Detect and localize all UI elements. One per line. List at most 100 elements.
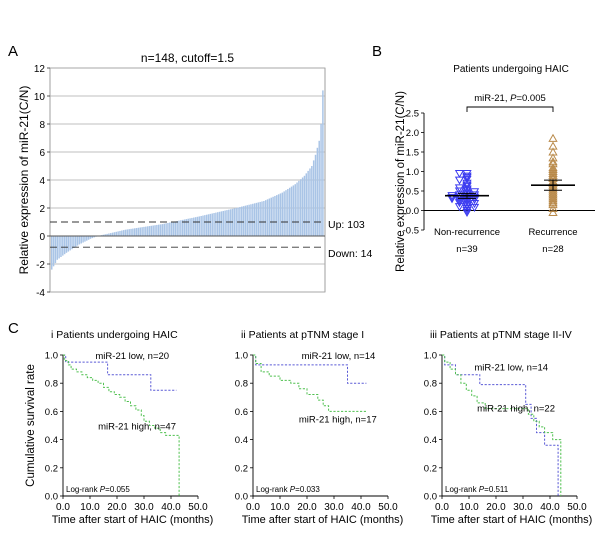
panel-a-bar xyxy=(167,222,169,236)
panel-a-y-tick-label: 4 xyxy=(39,176,45,187)
panel-a-bar xyxy=(189,218,191,236)
panel-letter-b: B xyxy=(372,43,382,60)
panel-a-bar xyxy=(318,140,320,236)
panel-a-bar xyxy=(154,225,156,236)
panel-c-ii-x-axis-label: Time after start of HAIC (months) xyxy=(242,514,404,526)
panel-a-bar xyxy=(86,236,88,241)
panel-a-bar xyxy=(62,236,64,256)
recurrence-point xyxy=(548,203,558,213)
panel-b-y-tick-label: 0.0 xyxy=(406,206,419,217)
panel-a-bar xyxy=(233,208,236,236)
panel-a-title: n=148, cutoff=1.5 xyxy=(141,51,235,65)
panel-a-bar xyxy=(104,234,106,236)
panel-a-bar xyxy=(253,203,256,236)
panel-a-bar xyxy=(228,209,230,236)
panel-a-bar xyxy=(165,223,167,236)
panel-a-bar xyxy=(54,236,57,264)
recurrence-point xyxy=(548,168,558,177)
panel-a-bar xyxy=(172,221,175,236)
non-recurrence-point xyxy=(454,176,465,185)
non-recurrence-point xyxy=(462,173,472,182)
panel-b-significance-label: miR-21, P=0.005 xyxy=(474,93,546,104)
panel-a-bar xyxy=(56,236,59,260)
panel-a-bar xyxy=(176,221,178,236)
recurrence-point xyxy=(548,198,558,207)
panel-b-group-n: n=39 xyxy=(456,244,477,255)
non-recurrence-point xyxy=(454,187,465,196)
panel-a-bar xyxy=(312,160,315,236)
panel-b-y-tick-label: 0.5 xyxy=(406,187,419,198)
panel-a-bar xyxy=(296,182,298,236)
panel-a-bar xyxy=(229,209,232,236)
panel-a-bar xyxy=(202,215,204,236)
panel-a-bar xyxy=(169,222,171,236)
panel-c-ii-y-tick-label: 0.4 xyxy=(235,435,248,446)
panel-a-bar xyxy=(128,229,130,236)
panel-c-iii-low-curve xyxy=(442,354,559,496)
panel-a-bar xyxy=(196,216,199,236)
recurrence-point xyxy=(548,200,558,209)
panel-a-bar xyxy=(161,224,164,236)
non-recurrence-point xyxy=(454,199,465,208)
panel-a-bar xyxy=(303,175,306,236)
panel-a-bar xyxy=(259,201,261,236)
panel-a-bar xyxy=(283,191,285,236)
non-recurrence-point xyxy=(462,190,472,199)
panel-a-y-axis-label: Relative expression of miR-21(C/N) xyxy=(17,86,31,275)
panel-a-bar xyxy=(91,236,94,239)
panel-a-bar xyxy=(58,236,60,259)
panel-a-bar xyxy=(194,217,197,236)
panel-a-bar xyxy=(316,147,319,236)
panel-a-y-tick-label: 8 xyxy=(39,120,45,131)
panel-a-y-tick-label: -4 xyxy=(36,288,45,299)
panel-c-i-x-axis-label: Time after start of HAIC (months) xyxy=(52,514,214,526)
non-recurrence-point xyxy=(469,203,480,212)
panel-c-iii-x-tick-label: 50.0 xyxy=(567,502,587,513)
panel-a-bar xyxy=(84,236,86,242)
non-recurrence-point xyxy=(469,193,480,202)
panel-c-i-y-tick-label: 0.8 xyxy=(45,379,58,390)
panel-c-iii: iii Patients at pTNM stage II-IV 0.0 0.2 0.… xyxy=(424,329,593,526)
panel-a-bar xyxy=(222,210,225,236)
panel-a-bar xyxy=(108,233,110,236)
panel-b-group-label: Non-recurrence xyxy=(434,227,500,238)
panel-c-i-y-tick-label: 0.2 xyxy=(45,463,58,474)
panel-c-i-x-tick-label: 40.0 xyxy=(161,502,181,513)
panel-c-ii-x-tick-label: 0.0 xyxy=(246,502,260,513)
panel-a-bar xyxy=(239,207,241,236)
panel-a-bar xyxy=(261,201,263,236)
panel-a-bar xyxy=(117,231,119,236)
panel-a-bar xyxy=(181,219,184,236)
panel-c-iii-x-tick-label: 10.0 xyxy=(459,502,479,513)
non-recurrence-point xyxy=(462,202,472,211)
panel-a-bar xyxy=(82,236,84,243)
non-recurrence-point xyxy=(462,175,472,184)
recurrence-point xyxy=(548,207,558,216)
panel-a-bar xyxy=(156,224,158,236)
panel-a-bar xyxy=(180,220,182,236)
panel-c-ii-x-tick-label: 30.0 xyxy=(324,502,344,513)
panel-a-bar xyxy=(215,212,217,236)
panel-c-iii-x-axis-label: Time after start of HAIC (months) xyxy=(431,514,593,526)
panel-a-bar xyxy=(301,177,304,236)
panel-letter-a: A xyxy=(8,43,18,60)
panel-a-bar xyxy=(292,185,295,236)
panel-a-bar xyxy=(217,212,219,236)
panel-b-group-n: n=28 xyxy=(542,244,563,255)
panel-a-bar xyxy=(119,230,121,236)
panel-a-bar xyxy=(152,225,154,236)
panel-c-iii-y-tick-label: 0.6 xyxy=(424,407,437,418)
panel-a-bar xyxy=(311,166,313,236)
panel-a-bar xyxy=(124,229,127,236)
panel-a-bar xyxy=(242,206,245,236)
panel-a-bar xyxy=(200,215,202,236)
non-recurrence-point xyxy=(462,205,472,214)
panel-a-bar xyxy=(305,173,308,236)
panel-c-ii: ii Patients at pTNM stage I 0.0 0.2 0.4 0.6 0… xyxy=(235,329,404,526)
panel-c-ii-logrank-label: Log-rank P=0.033 xyxy=(256,485,320,494)
panel-a: n=148, cutoff=1.5 -4 -2 0 2 4 6 8 10 12 Up: 103 Dow… xyxy=(17,51,373,299)
panel-a-y-tick-label: 2 xyxy=(39,204,45,215)
panel-c-i-title: i Patients undergoing HAIC xyxy=(51,329,178,341)
panel-c-iii-x-tick-label: 30.0 xyxy=(513,502,533,513)
